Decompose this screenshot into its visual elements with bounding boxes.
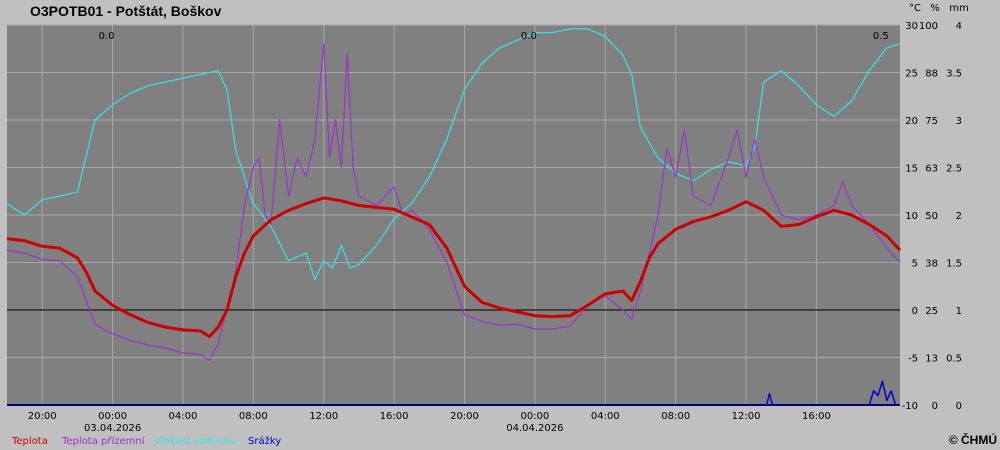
x-tick-label: 16:00 bbox=[802, 411, 831, 422]
x-tick-label: 08:00 bbox=[239, 411, 268, 422]
humidity-axis-tick: 88 bbox=[925, 69, 938, 80]
series-line-4 bbox=[7, 380, 900, 406]
copyright: © ČHMÚ bbox=[949, 432, 997, 447]
precipitation-axis-tick: 2 bbox=[956, 211, 962, 222]
x-date-label: 04.04.2026 bbox=[506, 423, 563, 434]
temperature-axis-tick: -10 bbox=[902, 401, 918, 412]
x-date-label: 03.04.2026 bbox=[84, 423, 141, 434]
humidity-axis-tick: 63 bbox=[925, 164, 938, 175]
legend-item: Srážky bbox=[248, 435, 281, 447]
humidity-axis-tick: 50 bbox=[925, 211, 938, 222]
temperature-axis-unit: °C bbox=[909, 3, 921, 14]
humidity-axis-tick: 75 bbox=[925, 116, 938, 127]
humidity-axis-tick: 25 bbox=[925, 306, 938, 317]
humidity-axis-tick: 100 bbox=[919, 21, 938, 32]
temperature-axis-tick: -5 bbox=[908, 354, 918, 365]
series-line-1 bbox=[6, 196, 902, 339]
x-tick-label: 04:00 bbox=[169, 411, 198, 422]
humidity-axis-tick: 0 bbox=[932, 401, 938, 412]
precipitation-axis-tick: 0 bbox=[956, 401, 962, 412]
precipitation-axis-tick: 4 bbox=[956, 21, 962, 32]
humidity-axis-unit: % bbox=[930, 3, 940, 14]
x-tick-label: 12:00 bbox=[309, 411, 338, 422]
legend-item: Teplota přízemní bbox=[61, 435, 146, 447]
legend-item: Vlhkost vzduchu bbox=[154, 436, 236, 447]
temperature-axis-tick: 15 bbox=[905, 164, 918, 175]
daily-precip-total: 0.5 bbox=[873, 31, 889, 42]
precipitation-axis-tick: 3.5 bbox=[946, 69, 962, 80]
humidity-axis-tick: 38 bbox=[925, 259, 938, 270]
x-tick-label: 20:00 bbox=[28, 411, 57, 422]
x-tick-label: 08:00 bbox=[661, 411, 690, 422]
temperature-axis-tick: 10 bbox=[905, 211, 918, 222]
x-tick-label: 12:00 bbox=[732, 411, 761, 422]
temperature-axis-tick: 0 bbox=[912, 306, 918, 317]
precipitation-axis-tick: 0.5 bbox=[946, 354, 962, 365]
temperature-axis-tick: 30 bbox=[905, 21, 918, 32]
page-title: O3POTB01 - Potštát, Boškov bbox=[30, 3, 222, 19]
humidity-axis-tick: 13 bbox=[925, 354, 938, 365]
daily-precip-total: 0.0 bbox=[521, 31, 537, 42]
x-tick-label: 20:00 bbox=[450, 411, 479, 422]
temperature-axis-tick: 25 bbox=[905, 69, 918, 80]
temperature-axis-tick: 5 bbox=[912, 259, 918, 270]
series-line-2 bbox=[6, 43, 901, 361]
legend: Teplota Teplota přízemní Vlhkost vzduchu Sr… bbox=[11, 435, 281, 447]
precipitation-axis-tick: 3 bbox=[956, 116, 962, 127]
x-tick-label: 00:00 bbox=[520, 411, 549, 422]
daily-precip-total: 0.0 bbox=[99, 31, 115, 42]
precipitation-axis-tick: 1.5 bbox=[946, 259, 962, 270]
series-line-3 bbox=[6, 28, 901, 281]
x-tick-label: 00:00 bbox=[98, 411, 127, 422]
precipitation-axis-unit: mm bbox=[949, 3, 968, 14]
temperature-axis-tick: 20 bbox=[905, 116, 918, 127]
x-tick-label: 04:00 bbox=[591, 411, 620, 422]
precipitation-axis-tick: 2.5 bbox=[946, 164, 962, 175]
precipitation-axis-tick: 1 bbox=[956, 306, 962, 317]
x-tick-label: 16:00 bbox=[380, 411, 409, 422]
series-layer bbox=[6, 28, 902, 406]
legend-item: Teplota bbox=[11, 436, 48, 447]
